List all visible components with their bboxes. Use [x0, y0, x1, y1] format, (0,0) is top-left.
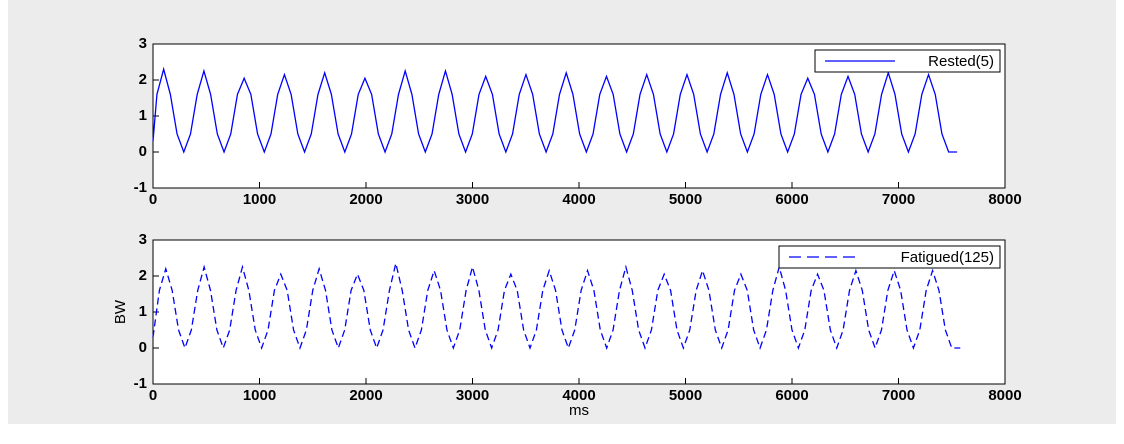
- x-tick-label: 3000: [456, 191, 489, 208]
- legend-box: [778, 245, 1001, 269]
- x-tick-label: 3000: [456, 387, 489, 404]
- x-tick-label: 7000: [882, 191, 915, 208]
- y-tick-label: -1: [134, 375, 147, 392]
- x-tick-label: 6000: [775, 191, 808, 208]
- x-tick-label: 0: [149, 387, 157, 404]
- x-tick-label: 6000: [775, 387, 808, 404]
- legend-label: Fatigued(125): [901, 249, 994, 266]
- y-tick-label: 2: [139, 71, 147, 88]
- y-axis-label: BW: [112, 299, 129, 324]
- legend-label: Rested(5): [928, 53, 994, 70]
- x-tick-label: 8000: [988, 191, 1021, 208]
- data-line: [152, 263, 961, 350]
- x-tick-label: 1000: [243, 191, 276, 208]
- x-tick-label: 2000: [349, 387, 382, 404]
- y-tick-label: 3: [139, 231, 147, 248]
- x-tick-label: 1000: [243, 387, 276, 404]
- x-tick-label: 4000: [562, 387, 595, 404]
- x-tick-label: 5000: [669, 191, 702, 208]
- x-tick-label: 2000: [349, 191, 382, 208]
- data-line: [152, 66, 958, 154]
- y-tick-label: 1: [139, 107, 147, 124]
- y-tick-label: 1: [139, 303, 147, 320]
- y-tick-label: 0: [139, 339, 147, 356]
- y-tick-label: 3: [139, 35, 147, 52]
- x-tick-label: 0: [149, 191, 157, 208]
- legend-box: [814, 49, 1001, 73]
- y-tick-label: 2: [139, 267, 147, 284]
- x-tick-label: 8000: [988, 387, 1021, 404]
- x-tick-label: 5000: [669, 387, 702, 404]
- y-tick-label: 0: [139, 143, 147, 160]
- x-axis-label: ms: [569, 402, 589, 419]
- y-tick-label: -1: [134, 179, 147, 196]
- x-tick-label: 7000: [882, 387, 915, 404]
- x-tick-label: 4000: [562, 191, 595, 208]
